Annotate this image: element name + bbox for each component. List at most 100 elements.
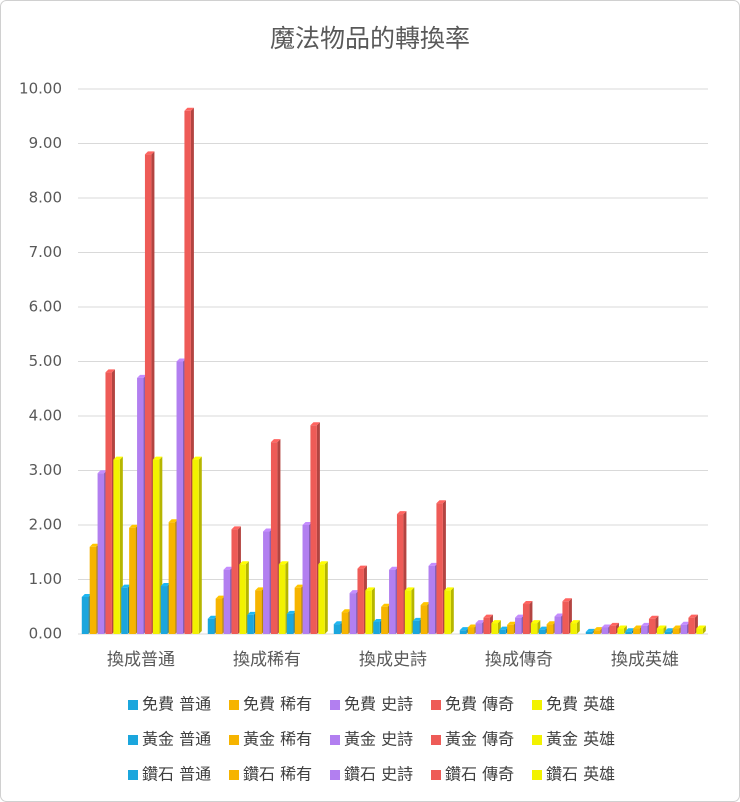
y-tick-label: 3.00 [29,461,62,479]
bar [593,630,601,634]
x-tick-label: 換成英雄 [611,650,679,670]
bar [318,564,325,634]
bar-top [664,628,675,632]
bar-top [333,621,344,625]
bar-top [168,519,179,523]
bar [144,154,152,634]
bar-top [428,562,439,566]
bar [294,587,302,634]
legend-swatch [431,770,441,780]
bar [404,590,412,634]
bar [664,631,672,634]
bar-top [270,439,281,443]
bar-top [459,627,470,631]
bar-top [247,611,257,615]
legend-label: 黃金 傳奇 [445,730,514,749]
bar [333,624,341,634]
x-tick-label: 換成稀有 [233,650,301,670]
bar-top [617,625,627,629]
bar-top [255,587,265,591]
legend-label: 鑽石 英雄 [546,765,615,784]
bar [341,612,349,634]
bar-top [696,625,706,629]
legend-label: 鑽石 普通 [142,765,211,784]
bar [648,618,656,634]
bar [168,522,176,634]
y-tick-label: 6.00 [29,298,62,316]
bar-top [121,584,131,588]
y-tick-label: 10.00 [19,80,62,98]
chart-title: 魔法物品的轉換率 [270,24,470,53]
bar-top [633,625,643,629]
bar-top [436,500,446,504]
legend-swatch [229,700,239,710]
bar [483,617,490,634]
bar [633,628,640,634]
bar-top [483,614,493,618]
bar-side [198,456,202,634]
bar [696,628,703,634]
bar-side [623,625,627,634]
bar-top [641,622,651,626]
bar-top [688,614,698,618]
bar-top [89,543,100,547]
bar [365,590,372,634]
bar [286,613,294,634]
bar-top [160,583,171,587]
bar-top [263,528,273,532]
bar-top [625,628,635,632]
bar [562,601,569,634]
legend-label: 免費 普通 [142,695,211,714]
bar-top [389,566,399,570]
bar [223,569,231,634]
y-tick-label: 2.00 [29,516,62,534]
bar [113,459,120,634]
bar-top [507,621,517,625]
legend-swatch [532,735,542,745]
bar [444,590,451,634]
bar-top [656,625,667,629]
legend-swatch [532,700,542,710]
bar-top [373,619,383,623]
bar [412,620,420,634]
bar [349,593,357,634]
x-tick-label: 換成傳奇 [485,650,553,670]
bar [176,361,184,634]
bar-top [554,613,565,617]
y-tick-label: 1.00 [29,570,62,588]
bar-top [412,617,423,621]
bar-top [444,587,454,591]
bar [475,623,483,634]
bar [207,618,215,634]
bar [428,565,436,634]
bar-top [137,374,147,378]
bar-top [538,626,549,630]
y-tick-label: 4.00 [29,407,62,425]
bar-top [499,626,509,630]
bar [184,110,191,635]
bar-top [97,470,108,474]
legend-swatch [229,770,239,780]
bar-top [467,624,478,628]
x-tick-label: 換成史詩 [359,650,427,670]
y-tick-label: 5.00 [29,352,62,370]
y-tick-label: 8.00 [29,189,62,207]
bar-top [420,602,431,606]
legend-swatch [128,770,138,780]
bar-top [609,622,619,626]
bar [129,527,136,634]
bar-side [450,587,454,634]
bar-top [152,456,163,460]
bar [121,587,128,634]
y-tick-label: 9.00 [29,134,62,152]
bar-top [593,627,604,631]
bar-top [81,593,92,597]
bar [302,525,310,634]
bar [381,606,388,634]
bar-side [324,561,328,634]
bar [396,514,404,634]
legend-label: 黃金 稀有 [243,730,312,749]
bar [515,617,522,634]
bar-top [680,621,691,625]
